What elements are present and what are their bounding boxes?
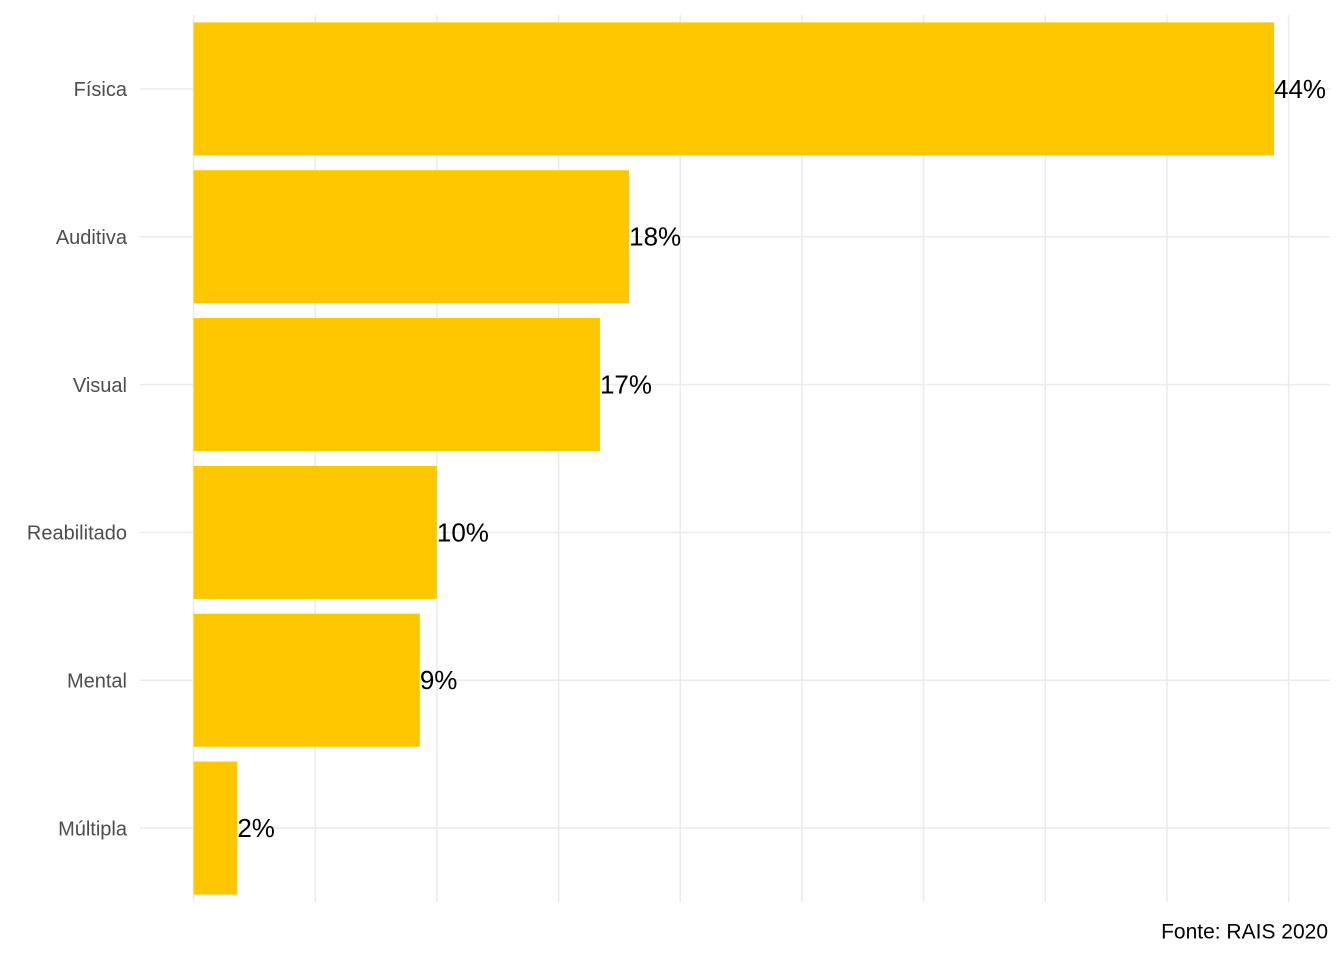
bar — [193, 22, 1275, 156]
y-tick-label: Múltipla — [58, 818, 128, 840]
value-label: 10% — [437, 517, 489, 547]
y-tick-label: Física — [74, 79, 128, 101]
y-tick-label: Mental — [67, 671, 127, 693]
bar — [193, 170, 630, 304]
bar — [193, 761, 238, 895]
y-tick-label: Visual — [73, 375, 127, 397]
value-label: 2% — [237, 813, 275, 843]
bar — [193, 318, 600, 452]
bar — [193, 613, 420, 747]
y-tick-label: Reabilitado — [27, 523, 127, 545]
value-label: 44% — [1274, 74, 1326, 104]
value-label: 9% — [420, 665, 458, 695]
y-tick-label: Auditiva — [56, 227, 128, 249]
bar — [193, 465, 437, 599]
caption: Fonte: RAIS 2020 — [1161, 921, 1328, 944]
value-label: 18% — [629, 222, 681, 252]
value-label: 17% — [600, 369, 652, 399]
